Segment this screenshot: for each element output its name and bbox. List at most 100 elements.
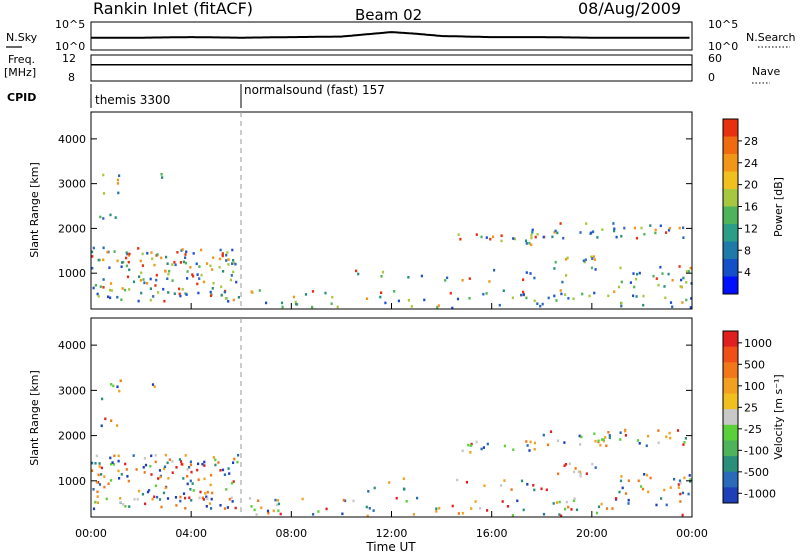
range-gate-cell [367, 490, 370, 493]
range-gate-cell [555, 501, 559, 504]
range-gate-cell [689, 478, 692, 481]
range-gate-cell [173, 260, 176, 264]
range-gate-cell [682, 226, 685, 230]
ytick-label: 4000 [58, 133, 86, 146]
range-gate-cell [671, 279, 674, 282]
range-gate-cell [117, 469, 120, 473]
range-gate-cell [144, 502, 147, 506]
range-gate-cell [116, 424, 119, 427]
range-gate-cell [109, 288, 112, 292]
range-gate-cell [555, 299, 558, 302]
range-gate-cell [91, 461, 94, 465]
range-gate-cell [457, 233, 460, 236]
range-gate-cell [229, 278, 232, 282]
range-gate-cell [619, 266, 622, 270]
range-gate-cell [689, 480, 692, 483]
range-gate-cell [596, 236, 599, 239]
range-gate-cell [206, 497, 209, 500]
range-gate-cell [149, 287, 152, 290]
range-gate-cell [567, 505, 570, 509]
range-gate-cell [96, 501, 99, 504]
range-gate-cell [228, 497, 231, 501]
range-gate-cell [604, 436, 607, 439]
range-gate-cell [565, 500, 568, 504]
colorbar-segment [723, 362, 738, 379]
range-gate-cell [667, 272, 670, 276]
nsky-tick-bottom: 10^0 [55, 40, 85, 53]
range-gate-cell [645, 444, 648, 448]
range-gate-cell [678, 479, 682, 483]
range-gate-cell [687, 270, 691, 273]
range-gate-cell [410, 305, 413, 308]
range-gate-cell [676, 429, 680, 432]
range-gate-cell [162, 491, 166, 495]
range-gate-cell [469, 451, 472, 454]
range-gate-cell [125, 256, 128, 260]
range-gate-cell [564, 293, 567, 296]
range-gate-cell [528, 449, 531, 452]
range-gate-cell [235, 280, 238, 284]
range-gate-cell [635, 236, 639, 240]
range-gate-cell [540, 487, 543, 491]
colorbar-tick-label: 500 [744, 358, 765, 371]
range-gate-cell [98, 462, 101, 465]
range-gate-cell [125, 264, 128, 268]
range-gate-cell [486, 442, 489, 446]
range-gate-cell [483, 484, 486, 487]
range-gate-cell [223, 290, 226, 294]
range-gate-cell [677, 483, 680, 486]
range-gate-cell [513, 237, 516, 241]
range-gate-cell [116, 178, 119, 182]
xtick-label: 16:00 [476, 527, 508, 540]
range-gate-cell [643, 232, 646, 236]
range-gate-cell [407, 299, 410, 302]
range-gate-cell [192, 274, 195, 278]
range-gate-cell [276, 499, 279, 502]
freq-tick-top: 12 [62, 52, 76, 65]
range-gate-cell [669, 486, 672, 489]
range-gate-cell [397, 299, 400, 303]
range-gate-cell [184, 454, 187, 457]
range-gate-cell [407, 276, 410, 279]
range-gate-cell [186, 468, 189, 471]
range-gate-cell [380, 291, 383, 294]
range-gate-cell [182, 477, 185, 480]
range-gate-cell [317, 510, 320, 513]
range-gate-cell [438, 506, 441, 510]
range-gate-cell [98, 465, 101, 468]
range-gate-cell [222, 270, 225, 273]
range-gate-cell [420, 274, 423, 278]
range-gate-cell [545, 488, 548, 492]
range-gate-cell [444, 279, 447, 282]
range-gate-cell [680, 278, 683, 282]
range-gate-cell [619, 438, 622, 441]
range-gate-cell [205, 495, 208, 499]
range-gate-cell [160, 256, 163, 260]
ytick-label: 2000 [58, 430, 86, 443]
colorbar-segment [723, 440, 738, 457]
range-gate-cell [231, 248, 234, 252]
range-gate-cell [572, 297, 575, 301]
range-gate-cell [533, 441, 536, 445]
range-gate-cell [132, 454, 135, 457]
range-gate-cell [217, 461, 220, 464]
range-gate-cell [635, 295, 638, 298]
range-gate-cell [118, 389, 121, 393]
range-gate-cell [613, 229, 616, 233]
range-gate-cell [168, 458, 171, 461]
colorbar-segment [723, 189, 738, 207]
range-gate-cell [236, 460, 239, 464]
range-gate-cell [162, 467, 166, 470]
range-gate-cell [649, 224, 652, 227]
range-gate-cell [679, 285, 682, 288]
range-gate-cell [103, 475, 106, 478]
range-gate-cell [593, 258, 596, 261]
range-gate-cell [629, 281, 632, 284]
range-gate-cell [647, 490, 650, 494]
range-gate-cell [233, 457, 236, 461]
range-gate-cell [680, 285, 683, 289]
range-gate-cell [184, 507, 187, 510]
range-gate-cell [192, 489, 195, 492]
range-gate-cell [223, 473, 226, 476]
range-gate-cell [618, 490, 621, 494]
